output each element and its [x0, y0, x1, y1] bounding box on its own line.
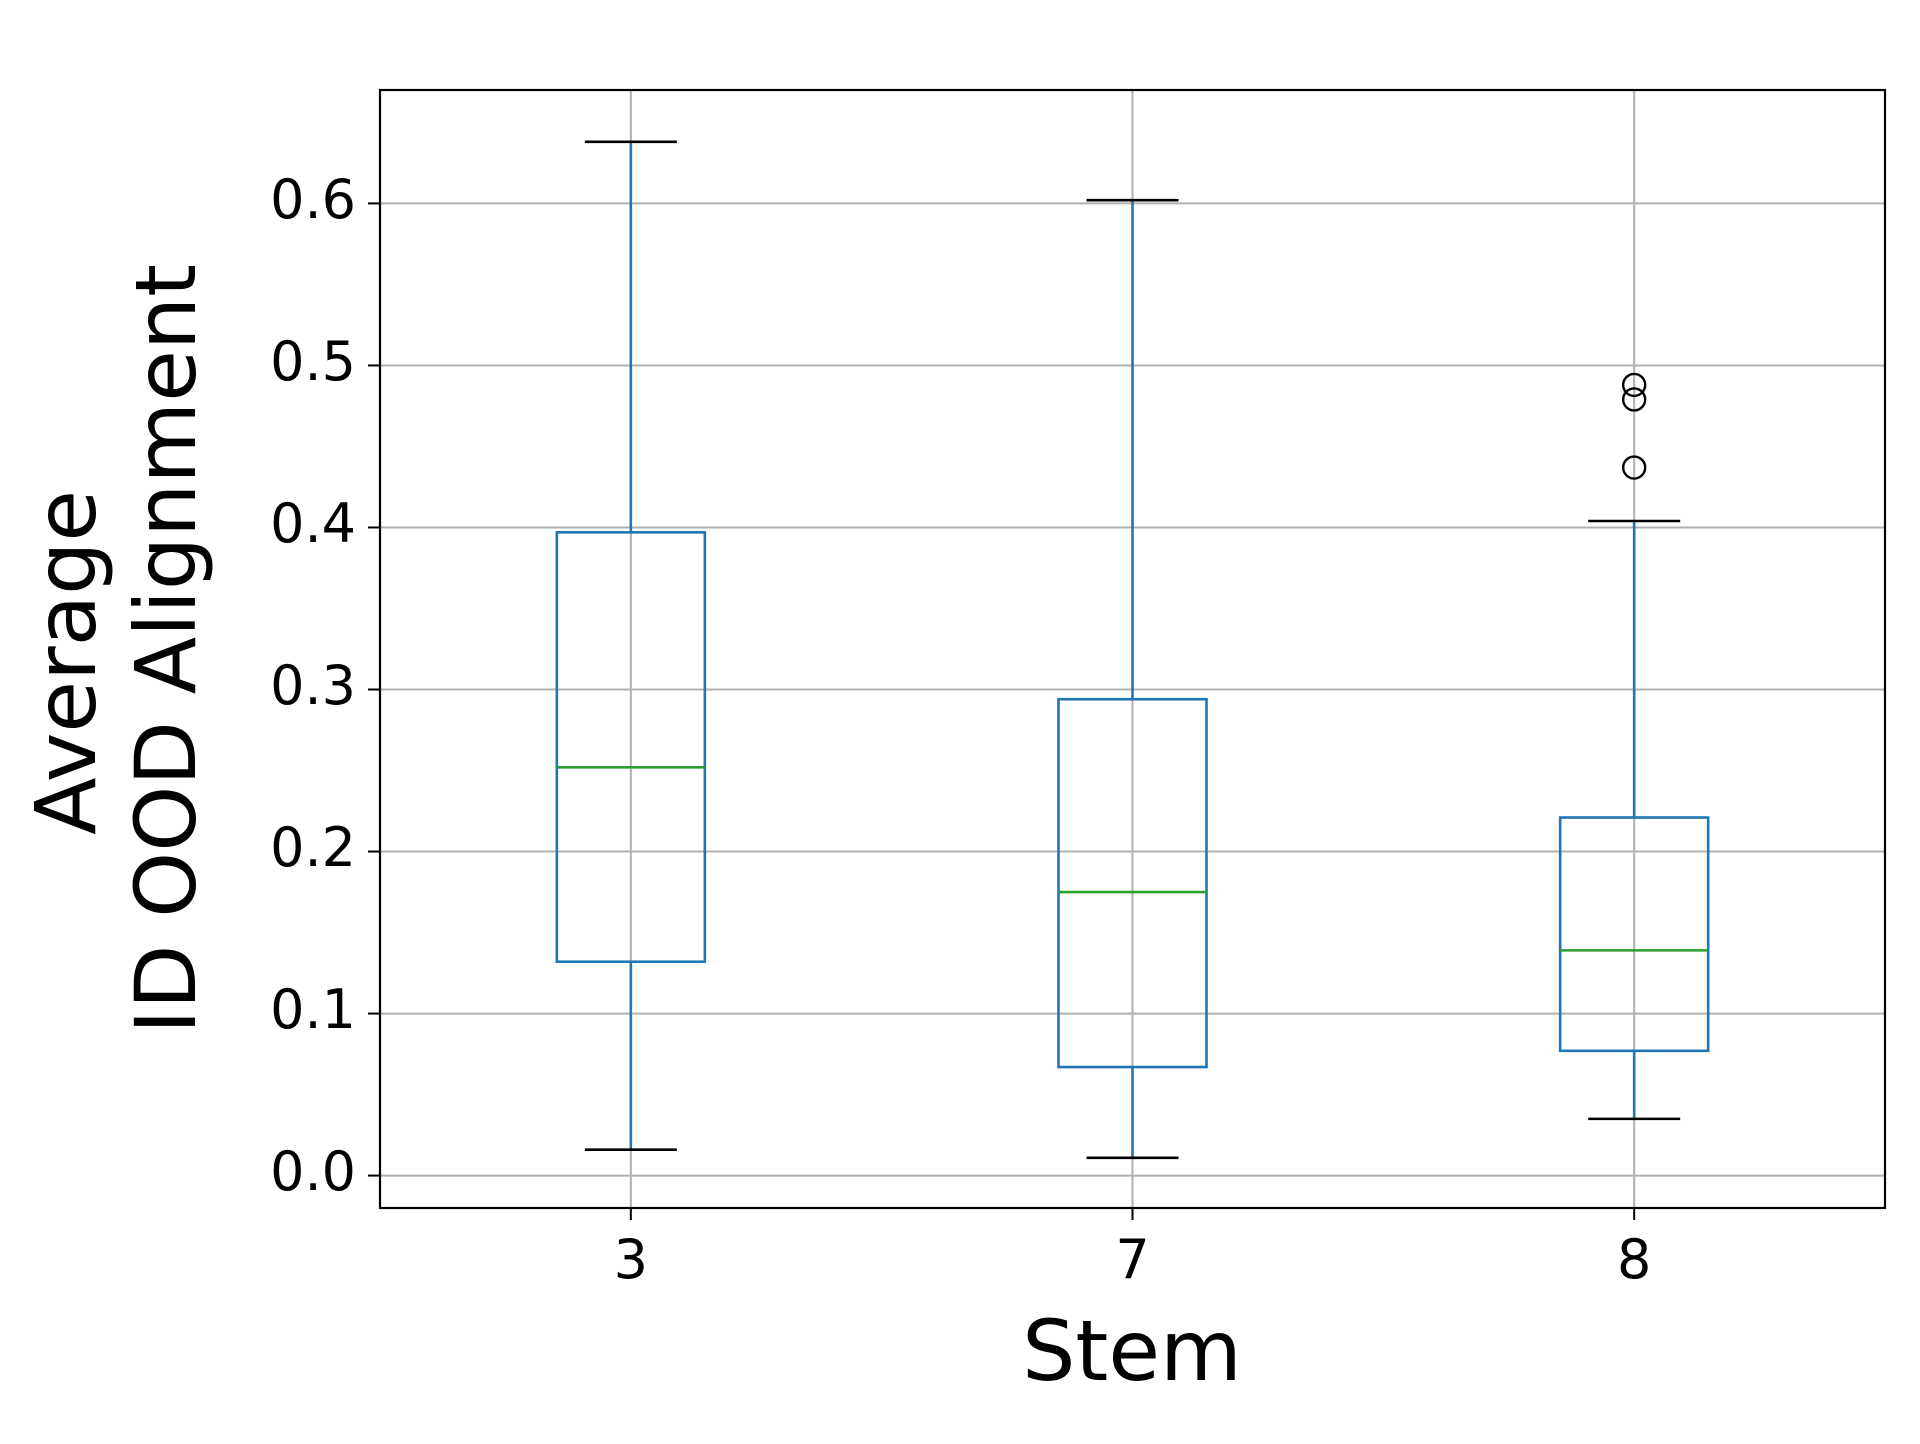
y-tick-label: 0.3	[270, 654, 356, 717]
y-tick-label: 0.6	[270, 168, 356, 231]
y-tick-label: 0.5	[270, 330, 356, 393]
x-tick-label: 3	[614, 1228, 648, 1291]
boxes	[555, 140, 1710, 1160]
x-tick-label: 7	[1115, 1228, 1149, 1291]
box-3	[555, 140, 707, 1151]
y-tick-label: 0.0	[270, 1140, 356, 1203]
iqr-box	[1558, 816, 1710, 1053]
iqr-box	[555, 531, 707, 964]
y-tick-label: 0.4	[270, 492, 356, 555]
outlier-point	[1621, 372, 1647, 398]
box-7	[1057, 198, 1208, 1160]
y-tick-label: 0.2	[270, 816, 356, 879]
y-axis-label: Average ID OOD Alignment	[17, 264, 215, 1034]
y-axis-label-line-1: Average	[17, 490, 115, 835]
outlier-point	[1621, 455, 1647, 480]
plot-area-frame	[378, 88, 1887, 1210]
iqr-box	[1057, 697, 1208, 1069]
x-tick-label: 8	[1617, 1228, 1651, 1291]
y-axis-label-line-2: ID OOD Alignment	[117, 264, 215, 1034]
y-tick-label: 0.1	[270, 978, 356, 1041]
outlier-point	[1621, 387, 1647, 412]
ticks: 0.0 0.1 0.2 0.3 0.4 0.5 0.6 3 7 8	[270, 168, 1651, 1291]
box-8	[1558, 372, 1710, 1121]
x-axis-label: Stem	[1022, 1302, 1242, 1400]
